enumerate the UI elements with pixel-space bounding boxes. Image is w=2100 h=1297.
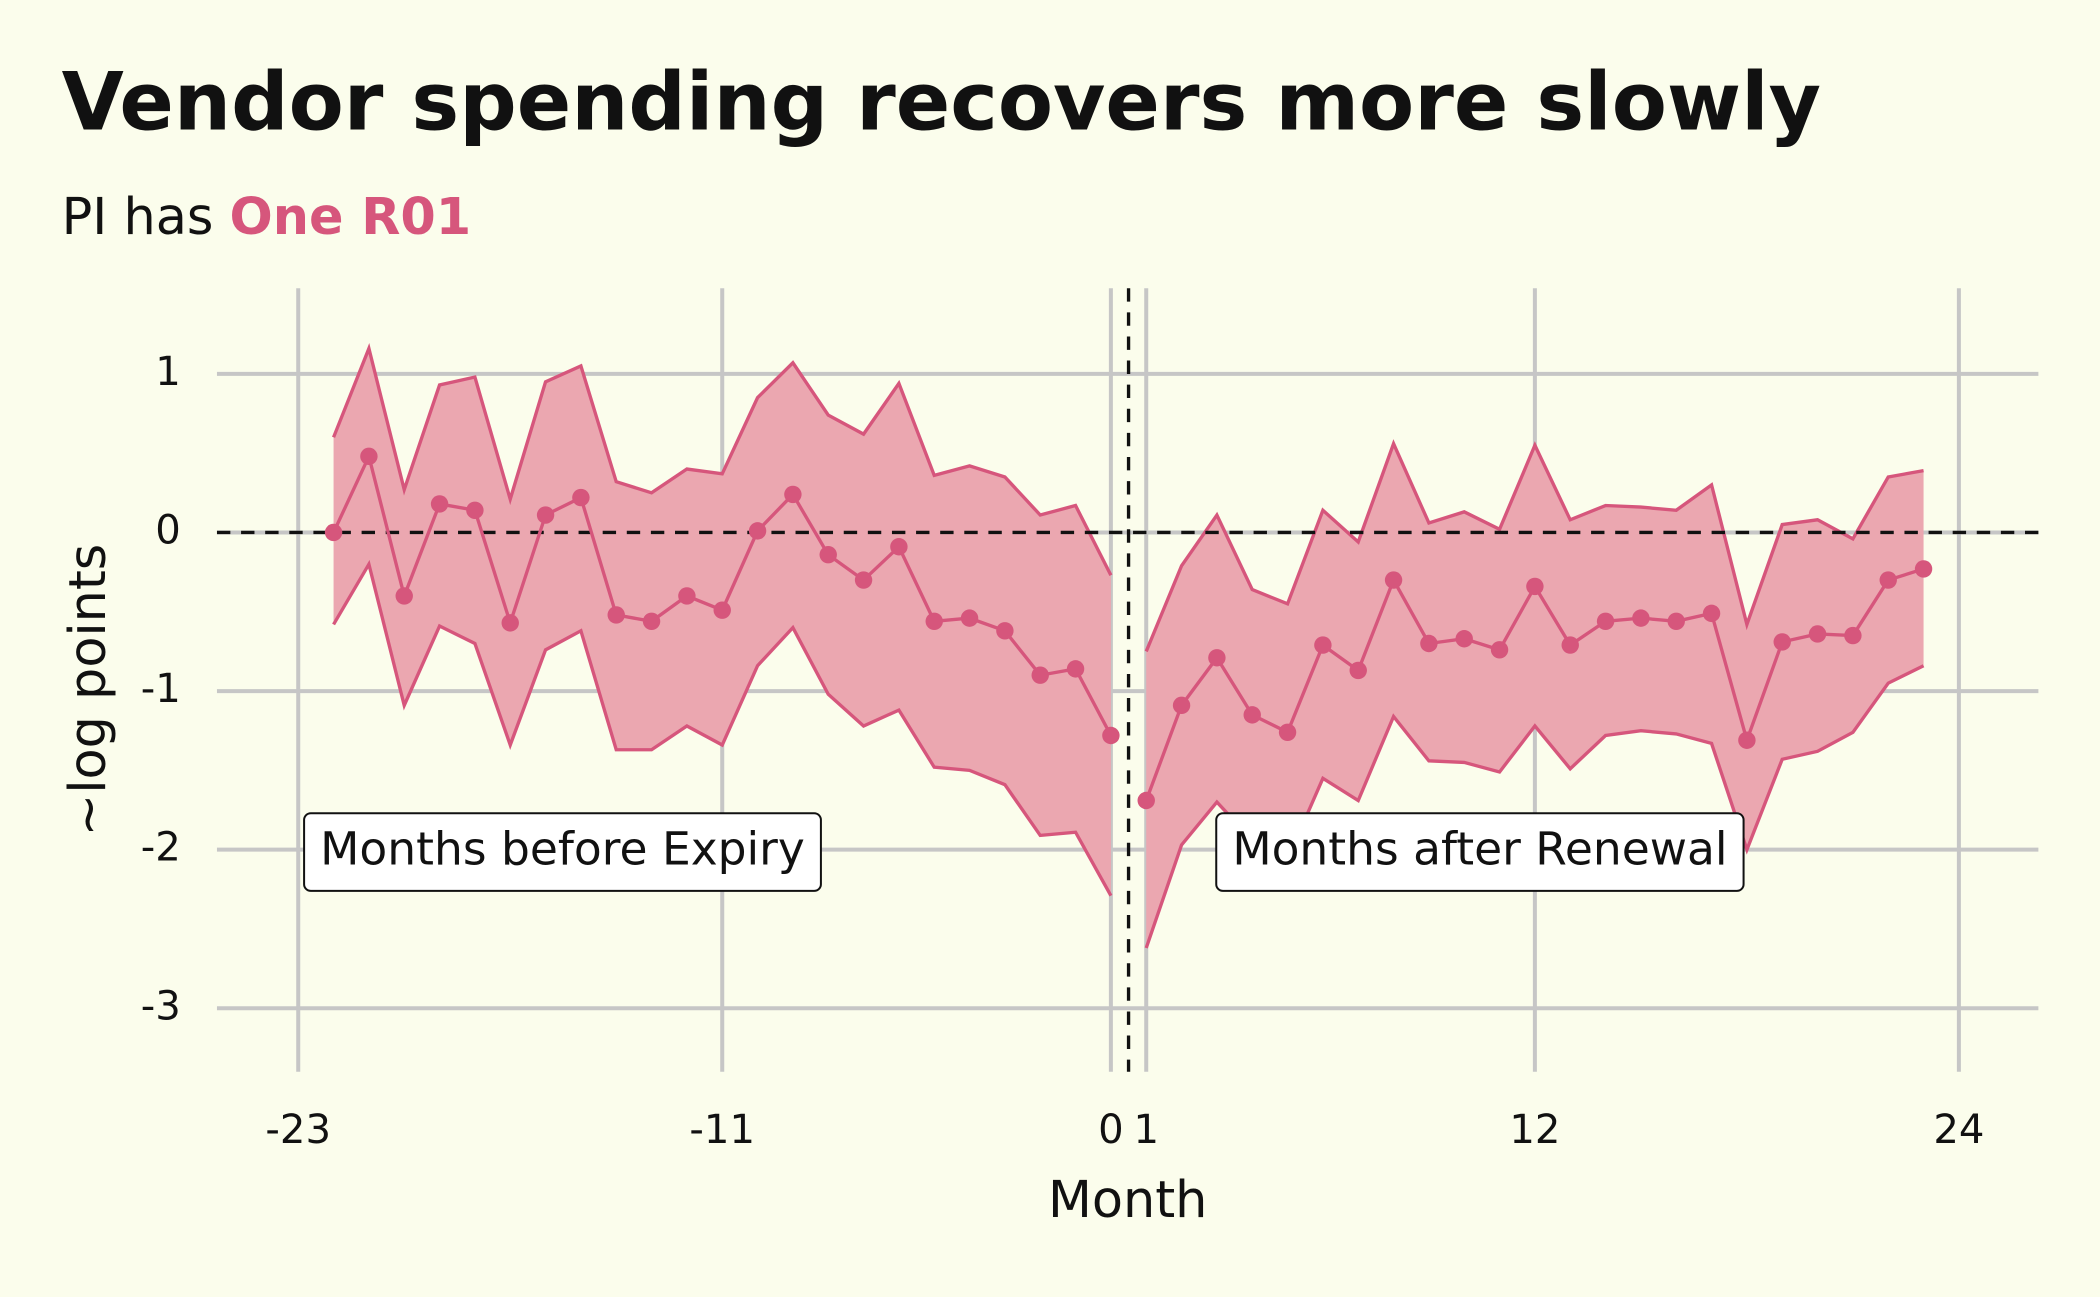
estimate-point <box>960 609 979 627</box>
annotation-box <box>1215 812 1745 892</box>
estimate-point <box>1596 612 1615 630</box>
y-tick-label: -1 <box>141 666 181 712</box>
estimate-point <box>1844 626 1862 645</box>
estimate-point <box>501 614 519 632</box>
estimate-point <box>324 523 343 542</box>
y-tick-label: -2 <box>141 825 181 871</box>
estimate-point <box>925 612 943 630</box>
estimate-point <box>1667 612 1685 630</box>
estimate-point <box>1031 666 1049 684</box>
x-tick-label: -11 <box>689 1107 755 1153</box>
estimate-point <box>395 587 413 605</box>
estimate-point <box>360 447 378 466</box>
estimate-point <box>854 571 873 589</box>
estimate-point <box>1102 726 1120 745</box>
estimate-point <box>466 501 484 519</box>
estimate-point <box>430 495 449 513</box>
estimate-point <box>1208 649 1226 667</box>
annotation-box <box>303 812 822 892</box>
estimate-point <box>1172 696 1191 715</box>
estimate-point <box>890 538 908 556</box>
y-tick-label: 1 <box>155 349 181 395</box>
estimate-point <box>784 485 802 504</box>
y-tick-label: 0 <box>155 507 181 553</box>
estimate-point <box>1384 571 1403 589</box>
x-tick-label: 1 <box>1133 1107 1159 1153</box>
estimate-point <box>819 545 837 564</box>
estimate-point <box>678 587 696 605</box>
estimate-point <box>536 506 555 524</box>
x-tick-label: -23 <box>265 1107 331 1153</box>
estimate-point <box>1278 723 1297 742</box>
x-tick-label: 12 <box>1509 1107 1560 1153</box>
chart-title: Vendor spending recovers more slowly <box>62 54 1821 148</box>
estimate-point <box>1490 641 1509 659</box>
upper-bound-line <box>332 343 1113 577</box>
chart-subtitle: PI has One R01 <box>62 188 472 247</box>
estimate-point <box>1137 791 1155 810</box>
estimate-point <box>1314 636 1332 654</box>
x-tick-label: 24 <box>1933 1107 1984 1153</box>
x-tick-label: 0 <box>1098 1107 1124 1153</box>
estimate-point <box>1349 661 1367 680</box>
annotation-label: Months after Renewal <box>1232 823 1727 876</box>
estimate-point <box>1243 706 1261 724</box>
x-axis-title: Month <box>1048 1171 1207 1230</box>
annotation: Months before Expiry <box>303 812 822 892</box>
confidence-band <box>333 348 1111 896</box>
estimate-point <box>713 601 731 619</box>
y-tick-label: -3 <box>141 983 181 1029</box>
estimate-point <box>1773 633 1791 651</box>
estimate-point <box>1420 634 1438 653</box>
estimate-point <box>1066 660 1085 678</box>
estimate-point <box>607 606 625 624</box>
estimate-point <box>1455 630 1473 648</box>
estimate-point <box>1561 636 1579 654</box>
estimate-point <box>1526 577 1544 596</box>
estimate-point <box>572 488 590 507</box>
estimate-point <box>748 522 767 540</box>
estimate-point <box>642 612 661 630</box>
estimate-point <box>1738 731 1756 749</box>
y-axis-title: ~log points <box>59 544 118 837</box>
subtitle-highlight: One R01 <box>230 188 472 247</box>
estimate-point <box>1632 609 1650 627</box>
upper-bound-line <box>1144 439 1924 653</box>
annotation-label: Months before Expiry <box>320 823 805 876</box>
estimate-point <box>1879 571 1897 589</box>
estimate-point <box>1702 604 1721 623</box>
lower-bound-line <box>332 559 1113 897</box>
estimate-point <box>996 622 1014 640</box>
estimate-point <box>1914 560 1933 578</box>
confidence-band <box>1146 443 1924 949</box>
estimate-point <box>1808 625 1827 643</box>
annotation: Months after Renewal <box>1215 812 1745 892</box>
subtitle-prefix: PI has <box>62 188 214 247</box>
